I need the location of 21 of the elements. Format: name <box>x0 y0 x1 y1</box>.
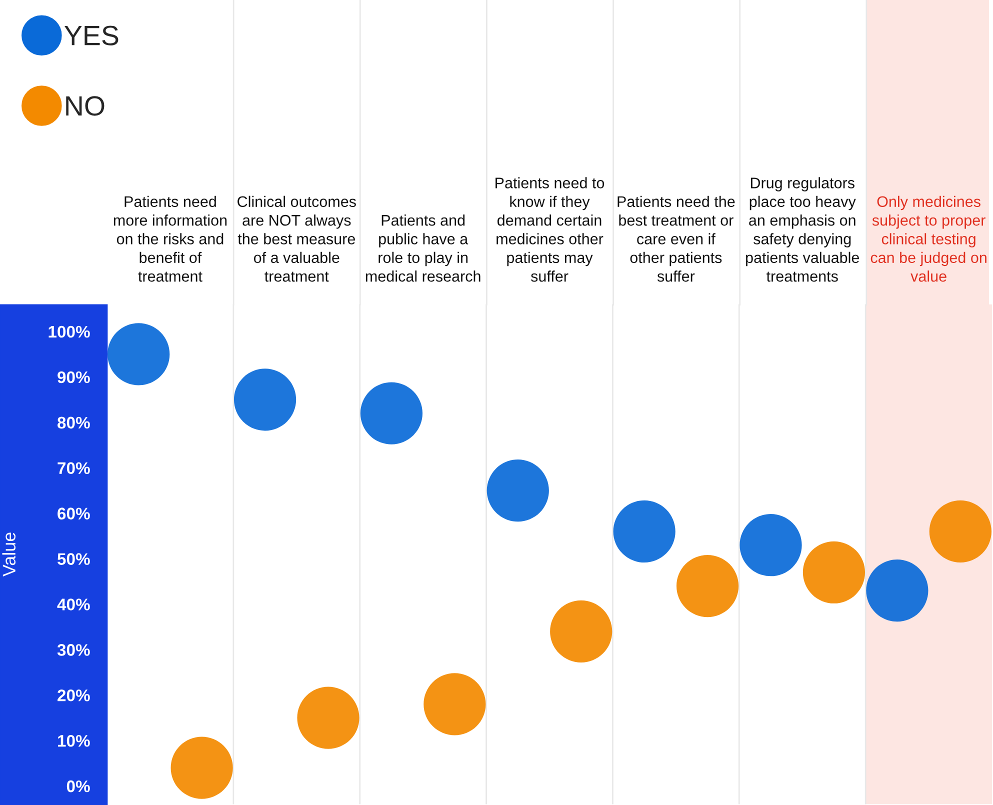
legend-label: NO <box>66 96 104 116</box>
x-tick-label: Patients need more information on the risks and benefit of treatment <box>114 196 227 282</box>
y-tick-label: 90% <box>58 371 90 384</box>
y-tick-label: 50% <box>57 553 90 565</box>
y-tick-label: 60% <box>58 508 90 520</box>
x-tick-label: Clinical outcomes are NOT always the best measure of a valuable treatment <box>238 196 356 282</box>
x-tick-label: Patients need to know if they demand certain medicines other patients may suffer <box>496 177 604 282</box>
y-tick-label: 80% <box>58 416 90 429</box>
y-tick-label: 70% <box>58 462 90 474</box>
legend-label: YES <box>64 26 118 46</box>
y-tick-label: 20% <box>58 690 90 702</box>
y-axis-title: Value <box>2 532 16 577</box>
x-tick-label: Patients need the best treatment or care even if other patients suffer <box>618 196 735 282</box>
x-tick-label: Only medicines subject to proper clinical testing can be judged on value <box>870 196 986 282</box>
x-tick-label: Patients and public have a role to play in medical research <box>366 214 480 282</box>
y-tick-label: 100% <box>48 326 90 338</box>
y-tick-label: 30% <box>57 644 90 656</box>
x-tick-label: Drug regulators place too heavy an emphasis on safety denying patients valuable treatments <box>746 177 860 282</box>
y-tick-label: 0% <box>66 780 90 792</box>
y-tick-label: 40% <box>57 598 90 610</box>
y-tick-label: 10% <box>58 734 90 747</box>
